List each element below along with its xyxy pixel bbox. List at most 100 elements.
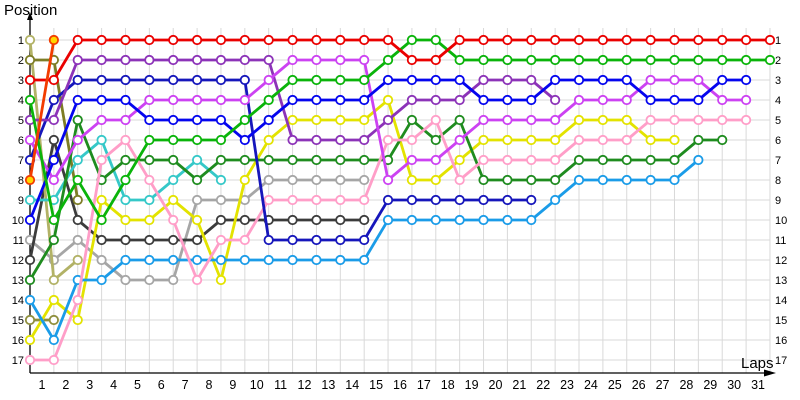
data-point-car-purple-lap9 [239,54,250,66]
data-point-car-blue-lap3 [96,94,107,106]
data-point-car-blue-lap0 [24,214,36,226]
data-point-car-cyan-lap8 [215,174,227,186]
data-point-car-green-lap5 [144,134,155,146]
data-point-car-yellow-lap2 [72,314,83,326]
data-point-car-black-lap6 [168,234,179,246]
data-point-car-magenta-lap8 [215,94,227,106]
data-point-car-yellow-lap11 [287,114,298,126]
data-point-car-pink-lap3 [96,154,107,166]
y-tick-right-8: 8 [775,175,781,187]
data-point-car-pink-lap28 [693,114,704,126]
data-point-car-darkgreen-lap11 [287,154,298,166]
data-point-car-blue-lap20 [502,94,513,106]
data-point-car-red-lap10 [263,34,274,46]
data-point-car-darkgreen-lap4 [120,154,131,166]
data-point-car-gray-lap14 [359,174,370,186]
data-point-car-green-lap30 [740,54,752,66]
x-tick-lap-10: 10 [250,378,264,392]
data-point-car-red-lap19 [478,34,489,46]
data-point-car-blue-lap12 [311,94,322,106]
data-point-car-navy-lap20 [502,194,513,206]
data-point-car-navy-lap5 [144,74,155,86]
data-point-car-green-lap6 [168,134,179,146]
data-point-car-magenta-lap10 [263,74,274,86]
data-point-car-magenta-lap21 [526,114,537,126]
data-point-car-cyan-lap6 [168,174,179,186]
data-point-car-lightblue-lap8 [215,254,227,266]
data-point-car-yellow-lap17 [430,174,441,186]
x-tick-lap-6: 6 [158,378,165,392]
data-point-car-gray-lap8 [215,194,227,206]
data-point-car-red-lap29 [717,34,728,46]
data-point-car-blue-lap13 [335,94,346,106]
data-point-car-blue-lap1 [48,154,59,166]
data-point-car-pink-lap1 [48,354,59,366]
x-tick-lap-13: 13 [321,378,335,392]
data-point-car-pink-lap17 [430,114,441,126]
data-point-car-red-lap31 [764,34,776,46]
data-point-car-blue-lap2 [72,94,83,106]
data-point-car-magenta-lap14 [359,54,370,66]
data-point-car-pink-lap22 [550,154,561,166]
data-point-car-purple-lap10 [263,54,274,66]
data-point-car-red-lap30 [740,34,752,46]
data-point-car-darkgreen-lap24 [597,154,608,166]
data-point-car-gray-lap4 [120,274,131,286]
data-point-car-green-lap3 [96,214,107,226]
data-point-car-pink-lap16 [406,134,418,146]
data-point-car-yellow-lap12 [311,114,322,126]
data-point-car-red-lap24 [597,34,608,46]
y-tick-right-10: 10 [775,215,787,227]
x-tick-lap-14: 14 [345,378,359,392]
x-tick-lap-7: 7 [182,378,189,392]
data-point-car-green-lap1 [48,214,59,226]
data-point-car-lightblue-lap0 [24,294,36,306]
data-point-car-blue-lap5 [144,114,155,126]
data-point-car-magenta-lap20 [502,114,513,126]
data-point-car-green-lap26 [645,54,656,66]
x-tick-lap-8: 8 [206,378,213,392]
data-point-car-red-lap6 [168,34,179,46]
data-point-car-gray-lap10 [263,174,274,186]
data-point-car-darkgreen-lap27 [669,154,680,166]
data-point-car-navy-lap16 [406,194,418,206]
data-point-car-red-lap8 [215,34,227,46]
x-tick-lap-9: 9 [229,378,236,392]
x-tick-lap-4: 4 [110,378,117,392]
data-point-car-cyan-lap5 [144,194,155,206]
data-point-car-magenta-lap7 [191,94,203,106]
x-tick-lap-24: 24 [584,378,598,392]
data-point-car-darkgreen-lap18 [454,114,465,126]
x-tick-lap-3: 3 [86,378,93,392]
y-tick-left-4: 4 [18,95,24,107]
y-tick-left-5: 5 [18,115,24,127]
data-point-car-lightblue-lap23 [573,174,585,186]
series-line-car-green [28,38,772,222]
data-point-car-darkolive-lap0 [24,54,36,66]
data-point-car-purple-lap22 [550,94,561,106]
data-point-car-yellow-lap14 [359,114,370,126]
data-point-car-darkgreen-lap12 [311,154,322,166]
y-tick-right-5: 5 [775,115,781,127]
data-point-car-green-lap13 [335,74,346,86]
data-point-car-cyan-lap7 [191,154,203,166]
data-point-car-magenta-lap16 [406,154,418,166]
data-point-car-magenta-lap19 [478,114,489,126]
data-point-car-lightblue-lap16 [406,214,418,226]
data-point-car-black-lap7 [191,234,203,246]
data-point-car-red-lap5 [144,34,155,46]
data-point-car-darkgreen-lap0 [24,274,36,286]
x-tick-lap-16: 16 [393,378,407,392]
data-point-car-green-lap4 [120,174,131,186]
data-point-car-green-lap2 [72,174,83,186]
data-point-car-navy-lap8 [215,74,227,86]
y-tick-left-1: 1 [18,35,24,47]
data-point-car-black-lap2 [72,214,83,226]
data-point-car-black-lap3 [96,234,107,246]
data-point-car-purple-lap14 [359,134,370,146]
data-point-car-purple-lap13 [335,134,346,146]
data-point-car-navy-lap1 [48,94,59,106]
data-point-car-cyan-lap4 [120,194,131,206]
y-tick-left-9: 9 [18,195,24,207]
